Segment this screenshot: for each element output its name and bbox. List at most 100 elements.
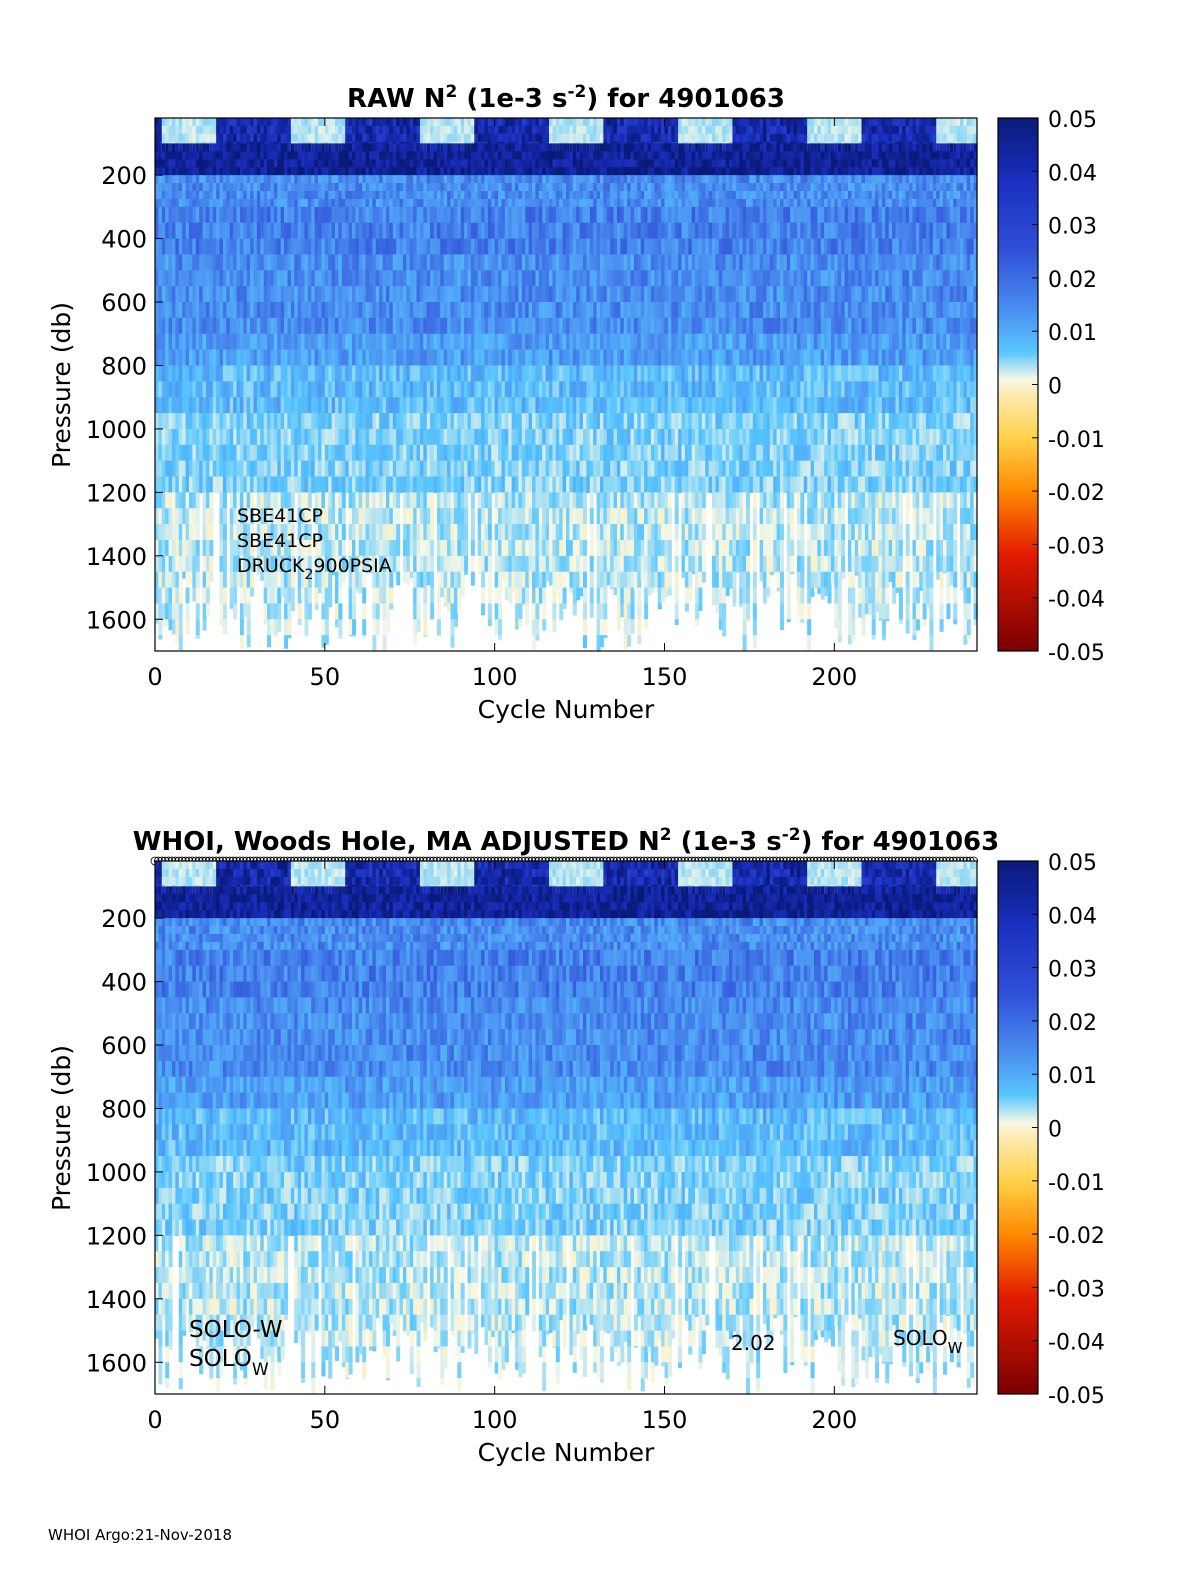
heatmap-cell xyxy=(171,133,176,143)
heatmap-cell xyxy=(250,444,255,462)
heatmap-cell xyxy=(195,587,200,605)
heatmap-cell xyxy=(457,349,462,367)
heatmap-cell xyxy=(525,238,530,256)
heatmap-cell xyxy=(457,206,462,224)
heatmap-cell xyxy=(372,133,377,143)
heatmap-cell xyxy=(569,254,574,271)
heatmap-cell xyxy=(202,198,207,208)
heatmap-cell xyxy=(447,524,452,541)
heatmap-cell xyxy=(443,428,448,446)
heatmap-cell xyxy=(287,587,292,605)
heatmap-cell xyxy=(216,151,221,160)
heatmap-cell xyxy=(498,143,503,152)
heatmap-cell xyxy=(464,222,469,240)
heatmap-cell xyxy=(416,333,421,351)
heatmap-cell xyxy=(202,133,207,143)
heatmap-cell xyxy=(284,635,289,649)
heatmap-cell xyxy=(222,222,227,240)
heatmap-cell xyxy=(440,539,445,557)
heatmap-cell xyxy=(331,539,336,557)
heatmap-cell xyxy=(328,183,333,192)
heatmap-cell xyxy=(185,587,190,605)
heatmap-cell xyxy=(324,159,329,168)
heatmap-cell xyxy=(440,254,445,271)
heatmap-cell xyxy=(280,428,285,446)
heatmap-cell xyxy=(576,143,581,152)
heatmap-cell xyxy=(504,428,509,446)
heatmap-cell xyxy=(165,603,170,620)
heatmap-cell xyxy=(440,133,445,143)
heatmap-cell xyxy=(253,413,258,430)
heatmap-cell xyxy=(216,270,221,287)
heatmap-cell xyxy=(453,524,458,541)
heatmap-cell xyxy=(443,151,448,160)
heatmap-cell xyxy=(379,159,384,168)
heatmap-cell xyxy=(195,555,200,573)
heatmap-cell xyxy=(504,302,509,319)
heatmap-cell xyxy=(385,381,390,398)
heatmap-cell xyxy=(552,381,557,398)
heatmap-cell xyxy=(202,151,207,160)
heatmap-cell xyxy=(226,118,231,127)
heatmap-cell xyxy=(205,539,210,557)
heatmap-cell xyxy=(155,159,159,168)
heatmap-cell xyxy=(260,508,265,525)
heatmap-cell xyxy=(433,254,438,271)
heatmap-cell xyxy=(538,133,543,143)
heatmap-cell xyxy=(525,175,530,184)
heatmap-cell xyxy=(372,428,377,446)
heatmap-cell xyxy=(341,238,346,256)
heatmap-cell xyxy=(246,365,251,382)
heatmap-cell xyxy=(453,539,458,557)
heatmap-cell xyxy=(188,118,193,127)
heatmap-cell xyxy=(195,151,200,160)
heatmap-cell xyxy=(521,183,526,192)
heatmap-cell xyxy=(481,428,486,446)
heatmap-cell xyxy=(494,333,499,351)
heatmap-cell xyxy=(453,254,458,271)
heatmap-cell xyxy=(233,151,238,160)
heatmap-cell xyxy=(185,302,190,319)
heatmap-cell xyxy=(168,539,173,557)
heatmap-cell xyxy=(566,413,570,430)
heatmap-cell xyxy=(182,143,187,152)
heatmap-cell xyxy=(355,397,360,414)
heatmap-cell xyxy=(508,167,513,176)
heatmap-cell xyxy=(341,460,346,478)
heatmap-cell xyxy=(440,286,445,303)
heatmap-cell xyxy=(165,270,170,287)
heatmap-cell xyxy=(430,175,435,184)
heatmap-cell xyxy=(453,270,458,287)
heatmap-cell xyxy=(521,143,526,152)
heatmap-cell xyxy=(250,133,255,143)
heatmap-cell xyxy=(521,524,526,541)
heatmap-cell xyxy=(273,151,278,160)
heatmap-cell xyxy=(188,151,193,160)
heatmap-cell xyxy=(491,198,496,208)
heatmap-cell xyxy=(477,238,482,256)
heatmap-cell xyxy=(185,206,190,224)
heatmap-cell xyxy=(321,222,326,240)
heatmap-cell xyxy=(161,539,166,557)
heatmap-cell xyxy=(222,555,227,573)
heatmap-cell xyxy=(335,587,340,605)
heatmap-cell xyxy=(277,151,282,160)
heatmap-cell xyxy=(518,159,523,168)
heatmap-cell xyxy=(467,460,472,478)
heatmap-cell xyxy=(440,317,445,335)
heatmap-cell xyxy=(328,365,333,382)
heatmap-cell xyxy=(294,133,299,143)
heatmap-cell xyxy=(263,381,268,398)
heatmap-cell xyxy=(409,492,414,509)
heatmap-cell xyxy=(504,524,509,541)
heatmap-cell xyxy=(236,508,241,525)
heatmap-cell xyxy=(545,555,550,573)
heatmap-cell xyxy=(284,175,289,184)
heatmap-cell xyxy=(508,198,513,208)
heatmap-cell xyxy=(239,317,244,335)
heatmap-cell xyxy=(535,603,540,620)
heatmap-cell xyxy=(379,349,384,367)
heatmap-cell xyxy=(443,159,448,168)
heatmap-cell xyxy=(498,476,503,493)
